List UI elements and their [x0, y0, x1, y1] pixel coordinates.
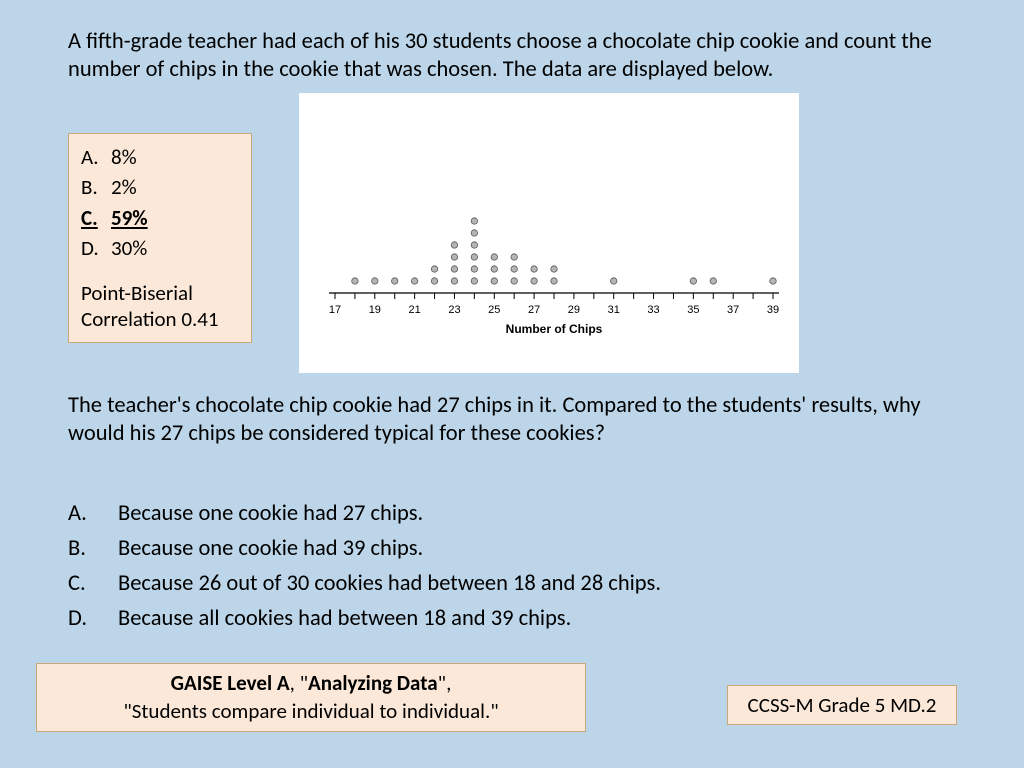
svg-text:35: 35: [687, 304, 699, 316]
small-answer-box: A.8%B.2%C.59%D.30% Point-Biserial Correl…: [68, 133, 252, 343]
svg-text:19: 19: [369, 304, 381, 316]
gaise-footer: GAISE Level A, "Analyzing Data", "Studen…: [36, 663, 586, 732]
main-answers: A.Because one cookie had 27 chips.B.Beca…: [68, 497, 661, 637]
main-answer-row: A.Because one cookie had 27 chips.: [68, 497, 661, 532]
main-answer-row: C.Because 26 out of 30 cookies had betwe…: [68, 567, 661, 602]
pb-label: Point-Biserial: [81, 280, 239, 306]
small-answer-row: B.2%: [81, 172, 239, 202]
point-biserial: Point-Biserial Correlation 0.41: [81, 280, 239, 333]
svg-text:29: 29: [568, 304, 580, 316]
small-answer-row: A.8%: [81, 142, 239, 172]
small-answer-row: C.59%: [81, 203, 239, 233]
ccss-footer: CCSS-M Grade 5 MD.2: [727, 685, 957, 725]
gaise-level: GAISE Level A: [171, 670, 290, 696]
main-answer-row: B.Because one cookie had 39 chips.: [68, 532, 661, 567]
pb-value: Correlation 0.41: [81, 306, 239, 332]
svg-text:23: 23: [448, 304, 460, 316]
svg-text:17: 17: [329, 304, 341, 316]
svg-text:27: 27: [528, 304, 540, 316]
svg-text:31: 31: [608, 304, 620, 316]
svg-text:37: 37: [727, 304, 739, 316]
svg-text:39: 39: [767, 304, 779, 316]
question-intro: A fifth-grade teacher had each of his 30…: [68, 28, 958, 84]
svg-text:Number of Chips: Number of Chips: [506, 322, 603, 336]
svg-text:25: 25: [488, 304, 500, 316]
main-answer-row: D.Because all cookies had between 18 and…: [68, 602, 661, 637]
svg-text:21: 21: [409, 304, 421, 316]
mid-question: The teacher's chocolate chip cookie had …: [68, 392, 938, 448]
gaise-desc: "Students compare individual to individu…: [123, 698, 498, 724]
dotplot-chart: 17 19 21 23 25 27 29 31 33 35 37 39 Number of Chips: [299, 93, 799, 373]
gaise-topic: Analyzing Data: [308, 670, 438, 696]
svg-text:33: 33: [647, 304, 659, 316]
small-answer-row: D.30%: [81, 233, 239, 263]
